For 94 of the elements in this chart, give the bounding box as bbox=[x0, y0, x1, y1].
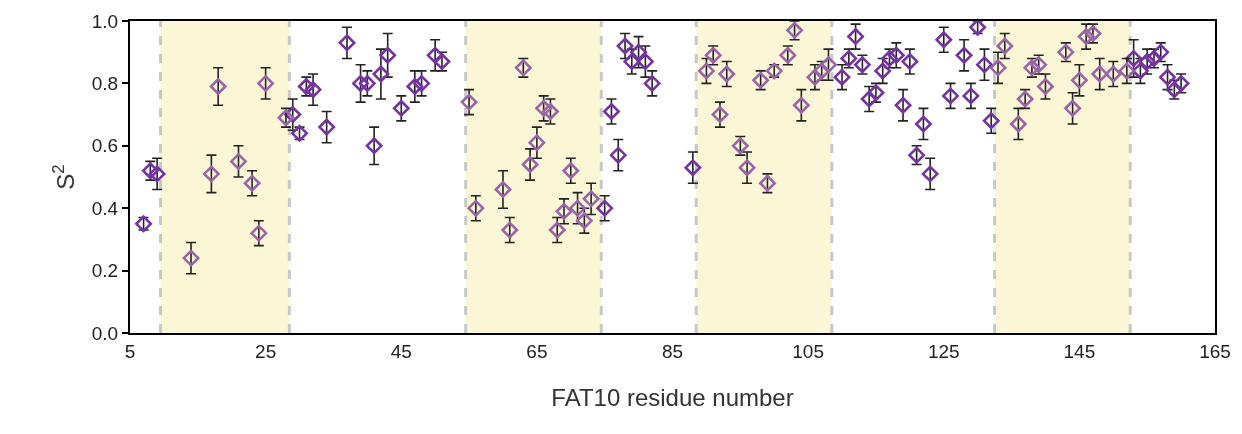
x-tick-label: 145 bbox=[1063, 340, 1096, 362]
point bbox=[962, 87, 980, 105]
point bbox=[833, 68, 851, 86]
point bbox=[209, 78, 227, 95]
point bbox=[630, 43, 648, 61]
point bbox=[1131, 62, 1149, 80]
point bbox=[392, 99, 410, 117]
x-tick-label: 85 bbox=[661, 340, 684, 362]
point bbox=[996, 37, 1014, 55]
point bbox=[372, 65, 390, 83]
point bbox=[711, 106, 729, 124]
x-tick-label: 125 bbox=[927, 340, 960, 362]
point bbox=[684, 159, 702, 177]
point bbox=[887, 46, 905, 64]
point bbox=[1104, 65, 1122, 83]
point bbox=[820, 56, 837, 74]
x-tick-label: 105 bbox=[792, 340, 824, 362]
point bbox=[501, 221, 519, 239]
point bbox=[792, 96, 810, 114]
point bbox=[1138, 53, 1156, 71]
point bbox=[921, 165, 939, 183]
x-tick-label: 165 bbox=[1199, 340, 1231, 362]
point bbox=[555, 202, 573, 220]
point bbox=[847, 28, 865, 46]
point bbox=[942, 87, 959, 105]
y-tick-label: 0.6 bbox=[91, 135, 119, 157]
point bbox=[874, 62, 892, 80]
point bbox=[955, 46, 973, 64]
point bbox=[914, 115, 932, 133]
point bbox=[338, 34, 356, 52]
point bbox=[541, 103, 559, 120]
point bbox=[1070, 71, 1088, 89]
y-tick-label: 1.0 bbox=[91, 10, 119, 32]
point bbox=[718, 65, 736, 83]
point bbox=[901, 53, 919, 71]
point bbox=[636, 53, 654, 71]
y-tick-label: 0.4 bbox=[91, 197, 119, 219]
point bbox=[562, 162, 580, 180]
point bbox=[243, 174, 261, 192]
point bbox=[379, 46, 397, 64]
point bbox=[935, 31, 953, 49]
point bbox=[548, 221, 566, 239]
point bbox=[1125, 49, 1143, 67]
x-tick-label: 5 bbox=[124, 340, 136, 362]
point bbox=[575, 212, 593, 230]
point bbox=[582, 190, 600, 208]
point bbox=[1064, 99, 1082, 117]
point bbox=[894, 96, 912, 114]
point bbox=[616, 37, 634, 55]
point bbox=[202, 165, 220, 183]
point bbox=[860, 90, 878, 108]
point bbox=[358, 74, 376, 92]
point bbox=[182, 249, 200, 267]
point bbox=[460, 93, 478, 111]
point bbox=[426, 46, 444, 64]
point bbox=[1077, 28, 1095, 46]
x-tick-label: 25 bbox=[255, 340, 277, 362]
point bbox=[623, 53, 641, 71]
point bbox=[596, 199, 614, 217]
point bbox=[352, 74, 370, 92]
point bbox=[413, 74, 431, 92]
point bbox=[535, 99, 553, 117]
point bbox=[1118, 62, 1136, 80]
y-tick-label: 0.2 bbox=[91, 260, 119, 282]
point bbox=[989, 59, 1007, 77]
point bbox=[643, 74, 661, 92]
point bbox=[1037, 78, 1054, 95]
point bbox=[521, 156, 539, 173]
point bbox=[230, 152, 247, 170]
point bbox=[250, 224, 268, 242]
point bbox=[318, 118, 336, 136]
point bbox=[697, 62, 715, 80]
y-tick-label: 0.8 bbox=[91, 73, 119, 95]
point bbox=[1009, 115, 1027, 133]
point bbox=[1159, 68, 1176, 86]
point bbox=[406, 78, 424, 95]
point bbox=[467, 199, 485, 217]
x-tick-label: 65 bbox=[526, 340, 548, 362]
point bbox=[494, 181, 512, 198]
point bbox=[738, 159, 756, 177]
point bbox=[148, 165, 166, 183]
point bbox=[365, 137, 383, 155]
point bbox=[1091, 65, 1109, 83]
point bbox=[257, 74, 275, 92]
point bbox=[982, 112, 1000, 130]
y-tick-label: 0.0 bbox=[91, 322, 119, 344]
x-axis-title: FAT10 residue number bbox=[551, 383, 794, 411]
point bbox=[569, 199, 587, 217]
point bbox=[603, 103, 620, 120]
point bbox=[806, 68, 824, 86]
point bbox=[528, 134, 546, 152]
x-tick-label: 45 bbox=[390, 340, 412, 362]
point bbox=[609, 146, 627, 164]
point bbox=[304, 81, 322, 99]
